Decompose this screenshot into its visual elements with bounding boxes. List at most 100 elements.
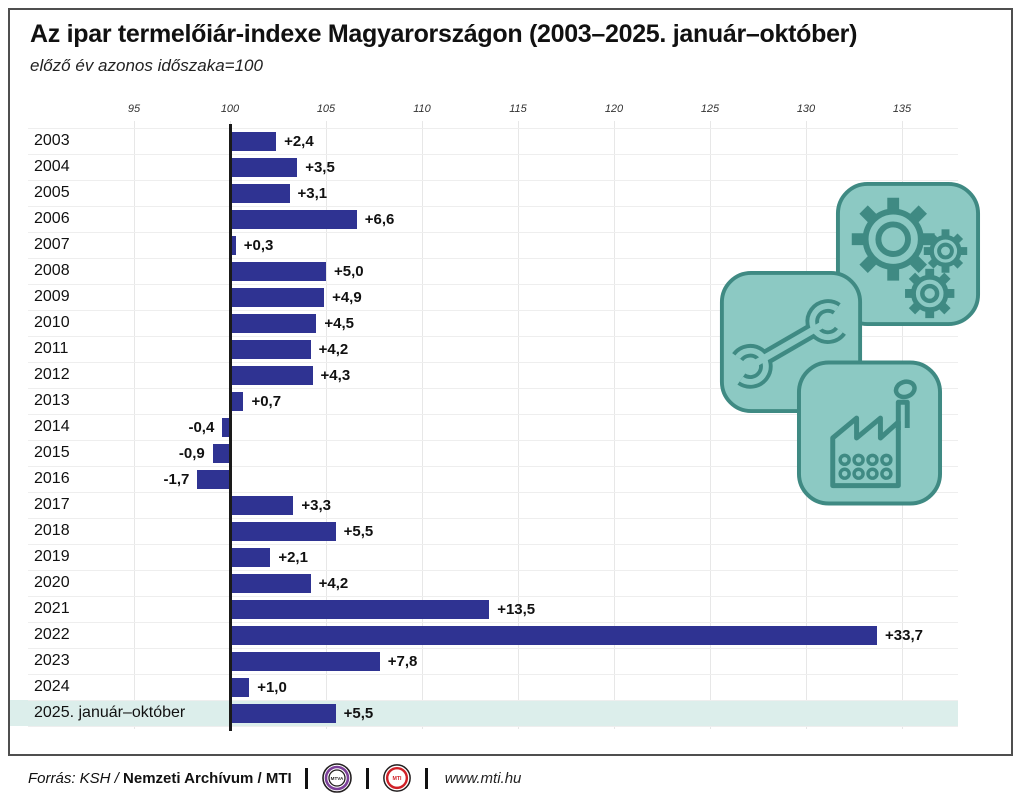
category-label: 2009 (34, 288, 70, 305)
highlight-band (10, 700, 958, 726)
row-separator (28, 726, 958, 727)
category-label: 2020 (34, 574, 70, 591)
factory-icon-card (795, 358, 944, 508)
bar (230, 339, 311, 359)
bar (230, 547, 271, 567)
category-label: 2019 (34, 548, 70, 565)
bar (230, 573, 311, 593)
bar-value-label: +6,6 (364, 210, 395, 228)
category-label: 2015 (34, 444, 70, 461)
footer-separator (365, 767, 369, 789)
bar-value-label: +0,7 (251, 392, 282, 410)
bar-value-label: +3,3 (301, 496, 331, 514)
x-gridline (422, 121, 423, 729)
x-tick-label: 100 (220, 103, 240, 115)
bar (230, 625, 878, 645)
chart-subtitle: előző év azonos időszaka=100 (30, 56, 263, 75)
bar (230, 235, 236, 255)
x-gridline (710, 121, 711, 729)
source-archive: Nemzeti Archívum (123, 769, 254, 787)
row-separator (28, 570, 958, 571)
bar (230, 365, 313, 385)
chart-title: Az ipar termelőiár-indexe Magyarországon… (30, 20, 858, 48)
category-label: 2004 (34, 158, 70, 175)
baseline-axis (229, 124, 232, 731)
category-label: 2021 (34, 600, 70, 617)
bar-value-label: +4,2 (318, 340, 349, 358)
bar-value-label: +4,5 (324, 314, 355, 332)
category-label: 2023 (34, 652, 70, 669)
x-tick-label: 95 (127, 103, 141, 115)
bar-value-label: +5,5 (343, 704, 374, 722)
category-label: 2007 (34, 236, 70, 253)
row-separator (28, 362, 958, 363)
bar (197, 469, 230, 489)
row-separator (28, 154, 958, 155)
bar-value-label: +3,1 (297, 184, 328, 202)
bar (230, 703, 336, 723)
mti-logo-label: MTI (392, 776, 402, 782)
bar (230, 183, 290, 203)
bar (212, 443, 230, 463)
category-label: 2014 (34, 418, 70, 435)
bar-value-label: +0,3 (243, 236, 274, 254)
x-tick-label: 110 (413, 103, 431, 115)
bar (230, 313, 317, 333)
mtva-logo-label: MTVA (330, 776, 343, 781)
website-link[interactable]: www.mti.hu (444, 769, 522, 787)
row-separator (28, 180, 958, 181)
bar (230, 677, 250, 697)
bar-value-label: +13,5 (497, 600, 536, 618)
bar (222, 417, 230, 437)
bar (230, 521, 336, 541)
footer: Forrás: KSH / Nemzeti Archívum / MTI MTV… (28, 760, 521, 796)
x-gridline (614, 121, 615, 729)
x-tick-label: 130 (796, 103, 816, 115)
category-label: 2008 (34, 262, 70, 279)
source-text: Forrás: KSH / Nemzeti Archívum / MTI (28, 770, 292, 787)
category-label: 2010 (34, 314, 70, 331)
footer-separator (424, 767, 428, 789)
footer-separator (304, 767, 308, 789)
category-label: 2022 (34, 626, 70, 643)
bar (230, 599, 490, 619)
x-gridline (518, 121, 519, 729)
row-separator (28, 388, 958, 389)
gears-icon-card (833, 180, 983, 328)
row-separator (28, 518, 958, 519)
bar-value-label: -0,4 (188, 418, 215, 436)
x-tick-label: 115 (509, 103, 527, 115)
bar-value-label: +4,9 (332, 288, 362, 306)
category-label: 2006 (34, 210, 70, 227)
row-separator (28, 700, 958, 701)
row-separator (28, 596, 958, 597)
row-separator (28, 206, 958, 207)
row-separator (28, 544, 958, 545)
bar-value-label: +3,5 (305, 158, 335, 176)
bar-value-label: -1,7 (163, 470, 190, 488)
row-separator (28, 336, 958, 337)
bar (230, 495, 294, 515)
category-label: 2024 (34, 678, 70, 695)
category-label: 2016 (34, 470, 70, 487)
bar (230, 391, 244, 411)
bar (230, 131, 277, 151)
row-separator (28, 622, 958, 623)
row-separator (28, 310, 958, 311)
category-label: 2012 (34, 366, 70, 383)
category-label: 2011 (34, 340, 69, 357)
category-label: 2013 (34, 392, 70, 409)
row-separator (28, 258, 958, 259)
bar (230, 209, 357, 229)
row-separator (28, 128, 958, 129)
bar-value-label: +5,0 (334, 262, 364, 280)
x-gridline (326, 121, 327, 729)
x-gridline (134, 121, 135, 729)
category-label: 2003 (34, 132, 70, 149)
bar-value-label: +33,7 (885, 626, 923, 644)
bar-value-label: +5,5 (343, 522, 374, 540)
gears-icon (835, 181, 981, 327)
bar-value-label: +4,2 (318, 574, 349, 592)
row-separator (28, 414, 958, 415)
